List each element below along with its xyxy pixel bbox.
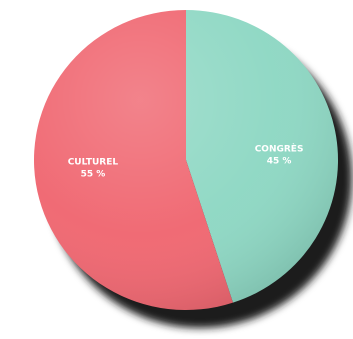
slice-label-value: 55 % <box>81 170 106 180</box>
slice-label-name: CULTUREL <box>68 158 119 168</box>
slice-label-name: CONGRÈS <box>255 142 304 154</box>
slice-label-value: 45 % <box>267 156 292 166</box>
pie-slices <box>34 10 338 311</box>
pie-labels: CONGRÈS 45 % CULTUREL 55 % <box>68 142 304 179</box>
pie-sheen <box>34 10 338 310</box>
